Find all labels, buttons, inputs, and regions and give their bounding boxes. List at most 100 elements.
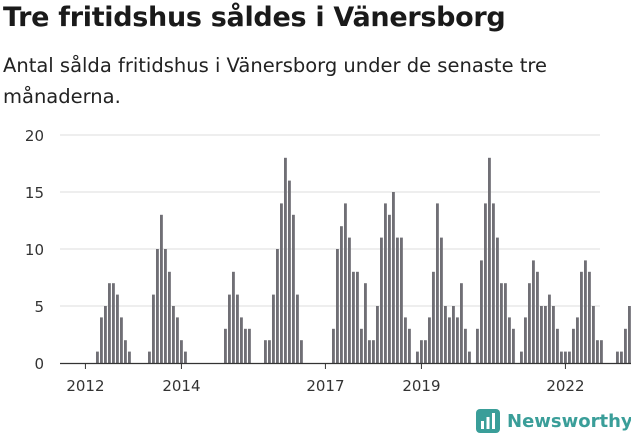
- newsworthy-logo-icon: [476, 409, 500, 433]
- bar: [372, 340, 375, 363]
- y-tick-label: 10: [25, 241, 44, 259]
- bar: [536, 271, 539, 363]
- bar: [280, 203, 283, 363]
- chart-subtitle: Antal sålda fritidshus i Vänersborg unde…: [3, 54, 548, 108]
- x-tick-label: 2012: [66, 377, 104, 395]
- bar: [272, 294, 275, 363]
- bar: [404, 317, 407, 363]
- bar: [540, 306, 543, 363]
- y-tick-label: 5: [34, 298, 44, 316]
- bar: [160, 214, 163, 363]
- bar: [244, 328, 247, 363]
- bar: [176, 317, 179, 363]
- bar: [580, 271, 583, 363]
- bar: [484, 203, 487, 363]
- bar: [112, 283, 115, 363]
- bar: [480, 260, 483, 363]
- bar: [448, 317, 451, 363]
- bar: [364, 283, 367, 363]
- bar: [616, 351, 619, 363]
- bar: [436, 203, 439, 363]
- bar: [564, 351, 567, 363]
- bar: [168, 271, 171, 363]
- bar: [556, 328, 559, 363]
- bar: [548, 294, 551, 363]
- bar: [384, 203, 387, 363]
- bar: [184, 351, 187, 363]
- newsworthy-logo-text: Newsworthy: [507, 410, 631, 432]
- bar: [568, 351, 571, 363]
- bar: [96, 351, 99, 363]
- x-tick-label: 2014: [162, 377, 200, 395]
- bar: [124, 340, 127, 363]
- bar: [224, 328, 227, 363]
- bar: [508, 317, 511, 363]
- bar: [624, 328, 627, 363]
- bar: [444, 306, 447, 363]
- bar: [356, 271, 359, 363]
- bar: [528, 283, 531, 363]
- bar: [596, 340, 599, 363]
- bar: [180, 340, 183, 363]
- bar: [420, 340, 423, 363]
- bar: [108, 283, 111, 363]
- bar: [336, 249, 339, 363]
- bar: [148, 351, 151, 363]
- bar: [552, 306, 555, 363]
- bar: [392, 192, 395, 363]
- bar: [488, 157, 491, 363]
- bar: [440, 237, 443, 363]
- y-tick-label: 15: [25, 184, 44, 202]
- bar: [592, 306, 595, 363]
- bar: [428, 317, 431, 363]
- bar: [476, 328, 479, 363]
- x-tick-label: 2017: [306, 377, 344, 395]
- bar: [152, 294, 155, 363]
- newsworthy-logo[interactable]: Newsworthy: [475, 408, 631, 434]
- bar: [128, 351, 131, 363]
- bar: [264, 340, 267, 363]
- bar: [120, 317, 123, 363]
- bar: [512, 328, 515, 363]
- bar: [340, 226, 343, 363]
- bar: [164, 249, 167, 363]
- bar: [432, 271, 435, 363]
- bar: [396, 237, 399, 363]
- y-tick-label: 0: [34, 355, 44, 373]
- bar: [276, 249, 279, 363]
- bar: [232, 271, 235, 363]
- bar: [172, 306, 175, 363]
- bar: [368, 340, 371, 363]
- bar: [400, 237, 403, 363]
- bar: [416, 351, 419, 363]
- bar: [116, 294, 119, 363]
- bar: [100, 317, 103, 363]
- bar: [292, 214, 295, 363]
- bar: [600, 340, 603, 363]
- bar: [268, 340, 271, 363]
- bar: [156, 249, 159, 363]
- bar: [360, 328, 363, 363]
- x-axis: 201220142017201920222024: [60, 362, 631, 395]
- bar: [560, 351, 563, 363]
- bar: [572, 328, 575, 363]
- bar: [532, 260, 535, 363]
- bar: [248, 328, 251, 363]
- chart-title: Tre fritidshus såldes i Vänersborg: [3, 2, 506, 33]
- x-tick-label: 2019: [402, 377, 440, 395]
- bar: [388, 214, 391, 363]
- bar: [468, 351, 471, 363]
- x-tick-label: 2022: [546, 377, 584, 395]
- bar: [524, 317, 527, 363]
- bar: [332, 328, 335, 363]
- bar: [376, 306, 379, 363]
- bar: [348, 237, 351, 363]
- bar: [496, 237, 499, 363]
- bar: [380, 237, 383, 363]
- bar: [492, 203, 495, 363]
- bars: [96, 157, 631, 363]
- bar: [344, 203, 347, 363]
- bar: [352, 271, 355, 363]
- bar: [500, 283, 503, 363]
